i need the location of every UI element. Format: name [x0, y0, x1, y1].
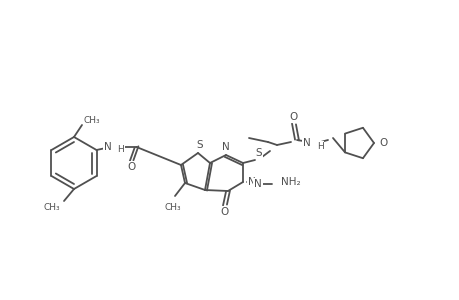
Text: O: O: [289, 112, 297, 122]
Text: O: O: [127, 162, 135, 172]
Text: CH₃: CH₃: [164, 203, 181, 212]
Text: CH₃: CH₃: [43, 202, 60, 211]
Text: N: N: [247, 177, 255, 187]
Text: CH₃: CH₃: [84, 116, 101, 124]
Text: N: N: [222, 142, 230, 152]
Text: N: N: [253, 179, 261, 189]
Text: O: O: [378, 138, 386, 148]
Text: H: H: [117, 145, 124, 154]
Text: S: S: [196, 140, 203, 150]
Text: N: N: [302, 138, 310, 148]
Text: H: H: [316, 142, 323, 151]
Text: S: S: [255, 148, 262, 158]
Text: O: O: [220, 207, 229, 217]
Text: NH₂: NH₂: [280, 177, 300, 187]
Text: N: N: [104, 142, 111, 152]
